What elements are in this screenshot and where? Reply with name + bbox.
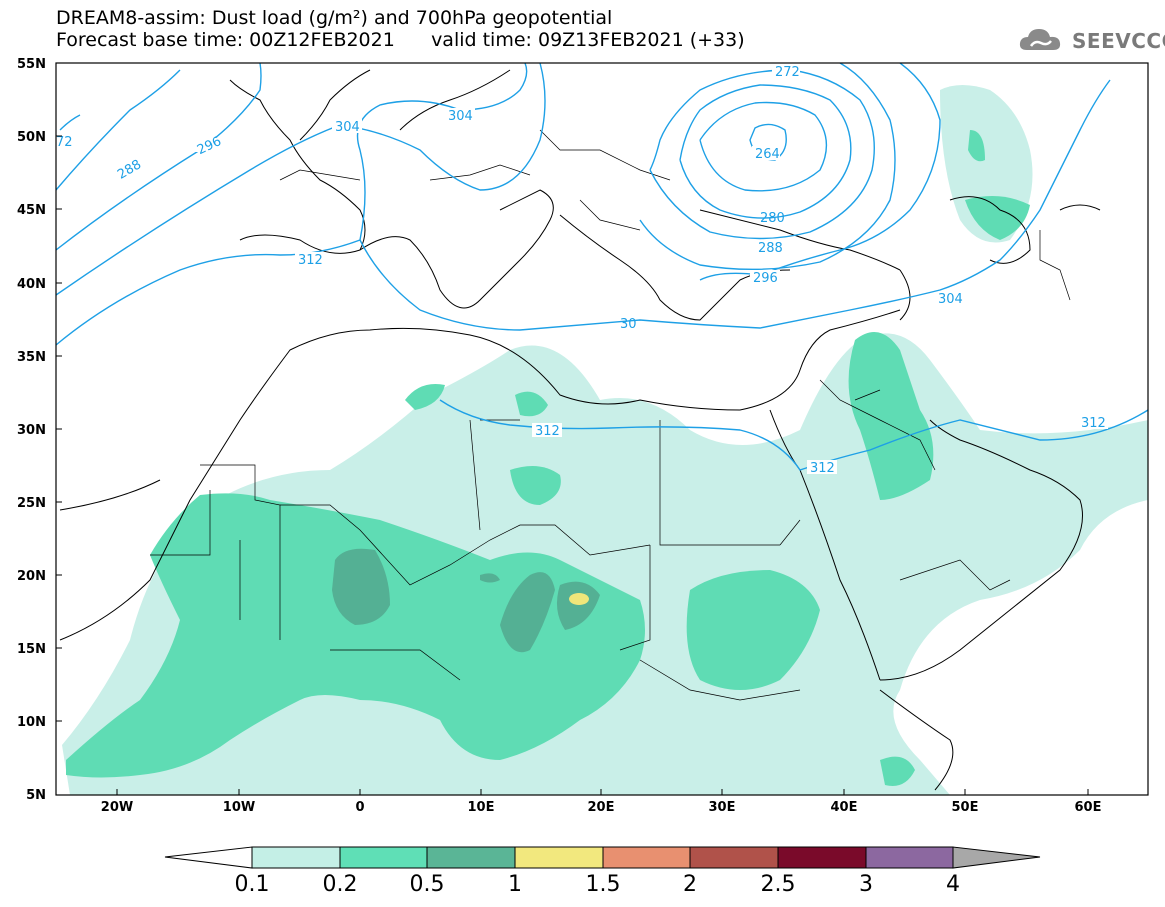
colorbar-label-8: 4 (946, 872, 960, 897)
contour-label-296: 296 (195, 134, 224, 158)
contour-label-304-a: 304 (448, 109, 473, 124)
lat-label-50n: 50N (17, 130, 46, 145)
lon-label-20w: 20W (100, 800, 134, 815)
lat-label-30n: 30N (17, 423, 46, 438)
logo-text: SEEVCCC (1072, 29, 1165, 53)
map-title-line1: DREAM8-assim: Dust load (g/m²) and 700hP… (56, 7, 613, 29)
coastlines (59, 69, 1101, 791)
colorbar-bin-3 (514, 846, 604, 869)
contour-label-296-b: 296 (753, 271, 778, 286)
contour-labels: 272 264 304 304 296 288 280 72 312 288 2… (56, 64, 1108, 476)
colorbar-bin-5 (689, 846, 779, 869)
colorbar-label-7: 3 (859, 872, 873, 897)
contour-label-30: 30 (620, 317, 637, 332)
colorbar (164, 846, 1041, 869)
dust-layer-max (569, 593, 589, 605)
contour-label-312-c: 312 (810, 461, 835, 476)
contour-label-264: 264 (755, 147, 780, 162)
lat-label-15n: 15N (17, 642, 46, 657)
contour-label-288-b: 288 (758, 241, 783, 256)
contour-label-272: 272 (775, 65, 800, 80)
lon-label-40e: 40E (830, 800, 858, 815)
lon-label-30e: 30E (708, 800, 736, 815)
lat-label-55n: 55N (17, 57, 46, 72)
contour-label-288: 288 (115, 157, 144, 182)
lon-label-60e: 60E (1074, 800, 1102, 815)
colorbar-label-0: 0.1 (234, 872, 270, 897)
country-borders (150, 129, 1071, 701)
dust-layer-heavy (332, 548, 600, 653)
lon-label-10w: 10W (222, 800, 256, 815)
colorbar-bin-7 (865, 846, 954, 869)
lat-label-5n: 5N (26, 788, 46, 803)
lon-label-10e: 10E (467, 800, 495, 815)
lat-label-20n: 20N (17, 569, 46, 584)
colorbar-label-1: 0.2 (322, 872, 358, 897)
colorbar-label-3: 1 (508, 872, 522, 897)
lat-label-25n: 25N (17, 496, 46, 511)
contour-label-304-b: 304 (335, 120, 360, 135)
contour-label-312-d: 312 (1081, 416, 1106, 431)
colorbar-under-triangle (164, 846, 253, 869)
colorbar-bin-2 (426, 846, 516, 869)
colorbar-bin-4 (602, 846, 691, 869)
cloud-icon (1019, 29, 1061, 50)
lat-label-45n: 45N (17, 203, 46, 218)
contour-label-312-a: 312 (298, 253, 323, 268)
seevccc-logo: SEEVCCC (1017, 24, 1165, 56)
lon-label-50e: 50E (951, 800, 979, 815)
colorbar-label-6: 2.5 (760, 872, 796, 897)
contour-label-72: 72 (56, 135, 73, 150)
lat-label-35n: 35N (17, 350, 46, 365)
contour-label-312-b: 312 (535, 424, 560, 439)
contour-label-280: 280 (760, 211, 785, 226)
lat-label-40n: 40N (17, 277, 46, 292)
contour-label-304-c: 304 (938, 292, 963, 307)
colorbar-bin-0 (251, 846, 341, 869)
colorbar-over-triangle (952, 846, 1041, 869)
colorbar-bin-1 (339, 846, 428, 869)
colorbar-label-4: 1.5 (585, 872, 621, 897)
colorbar-bin-6 (777, 846, 867, 869)
lon-label-0: 0 (355, 800, 365, 815)
colorbar-label-2: 0.5 (409, 872, 445, 897)
lat-label-10n: 10N (17, 715, 46, 730)
colorbar-label-5: 2 (683, 872, 697, 897)
lon-label-20e: 20E (587, 800, 615, 815)
dust-layer-medium (66, 130, 1030, 786)
axis-ticks (56, 62, 1089, 795)
map-title-line2: Forecast base time: 00Z12FEB2021 valid t… (56, 29, 745, 51)
